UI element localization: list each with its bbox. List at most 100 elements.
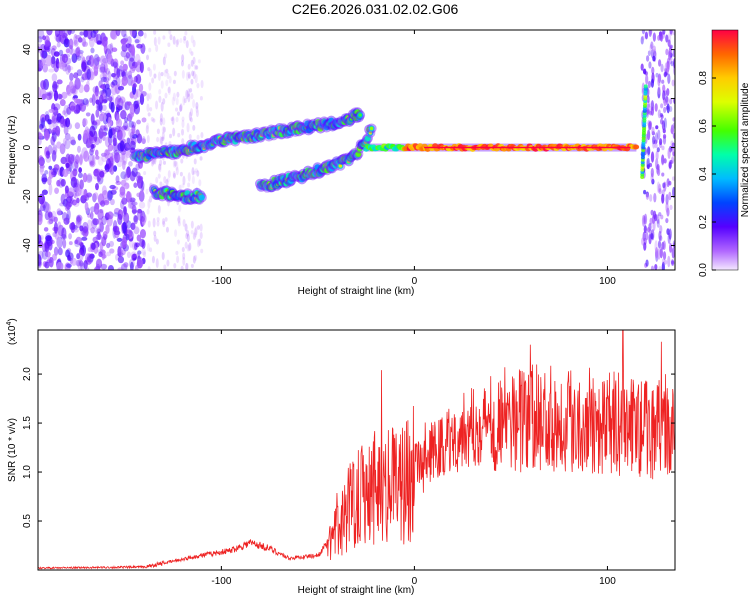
spectrogram-cell [134,53,141,66]
spectrogram-cell [67,122,73,130]
spectrogram-cell [195,109,199,118]
spectrogram-cell [129,140,136,151]
spectrogram-cell [46,30,53,36]
spectrogram-cell [121,197,128,205]
spectrogram-cell [654,103,658,112]
spectrogram-cell [168,75,172,84]
spectrogram-cell [657,87,661,99]
spectrogram-cell [125,137,132,149]
spectrogram-cell [190,78,194,85]
spectrogram-cell [652,55,656,62]
spectrogram-cell [148,92,152,100]
spectrogram-cell [175,161,179,171]
spectrogram-cell [162,160,166,165]
spectrogram-cell [654,143,658,149]
spectrogram-cell [163,176,167,184]
spectrogram-cell [53,81,60,90]
spectrogram-cell [137,250,142,255]
spectrogram-cell [657,129,661,140]
y-tick-label: 20 [22,93,33,105]
spectrogram-cell [147,220,151,228]
spectrogram-cell [194,254,198,261]
spectrogram-cell [93,192,99,200]
spectrogram-cell [157,173,161,179]
spectrogram-cell [109,248,115,254]
spectrogram-cell [41,189,48,196]
spectrogram-cell [96,40,102,45]
spectrogram-cell [72,161,79,172]
spectrogram-cell [131,204,137,215]
colorbar-frame [711,29,739,271]
spectrogram-cell [181,116,185,122]
spectrogram-cell [100,263,108,270]
spectrogram-cell [83,188,88,200]
spectrogram-cell [657,248,661,260]
spectrogram-cell [172,35,176,45]
spectrogram-cell [134,39,140,44]
spectrogram-cell [48,168,54,179]
spectrogram-cell [65,162,70,169]
spectrogram-cell [147,67,151,72]
spectrogram-cell [130,222,136,231]
spectrogram-cell [198,238,202,247]
spectrogram-cell [192,255,196,264]
spectrogram-cell [662,134,667,139]
spectrogram-cell [672,132,675,139]
spectrogram-cell [126,150,131,156]
spectrogram-cell [107,70,112,81]
spectrogram-cell [122,63,128,72]
spectrogram-cell [86,137,92,148]
spectrogram-cell [111,79,118,86]
spectrogram-cell [193,64,197,70]
spectrogram-cell [161,131,165,140]
spectrogram-cell [156,136,160,143]
spectrogram-cell [63,53,71,59]
spectrogram-cell [89,211,94,220]
spectrogram-cell [38,137,42,146]
spectrogram-cell [167,86,171,95]
spectrogram-cell [173,262,177,269]
spectrogram-cell [73,39,79,47]
spectrogram-cell [121,125,128,131]
spectrogram-cell [671,176,675,181]
spectrogram-cell [172,160,176,168]
spectrogram-cell [176,38,180,45]
spectrogram-cell [78,247,85,256]
spectrogram-cell [649,44,653,52]
spectrogram-cell [661,193,665,204]
spectrogram-cell [126,101,132,106]
spectrogram-cell [85,174,93,184]
spectrogram-cell [648,30,652,37]
spectrogram-cell [155,100,159,110]
spectrogram-cell [57,247,63,256]
spectrogram-cell [669,30,674,36]
spectrogram-cell [75,214,83,222]
spectrogram-cell [662,128,666,134]
spectrogram-cell [78,154,83,166]
spectrogram-cell [178,184,182,191]
spectrogram-cell [200,79,204,89]
spectrogram-cell [78,167,83,173]
spectrogram-cell [76,216,82,225]
spectrogram-cell [112,73,120,79]
colorbar-label: Normalized spectral amplitude [740,82,750,217]
spectrogram-cell [167,42,171,47]
spectrogram-cell [84,193,90,199]
spectrogram-cell [67,254,71,261]
spectrogram-cell [647,146,651,155]
spectrogram-cell [190,93,194,100]
spectrogram-cell [183,38,187,44]
spectrogram-cell [86,173,93,182]
colorbar-tick-label: 0.0 [698,263,709,277]
spectrogram-cell [643,225,647,234]
spectrogram-cell [171,96,175,106]
spectrogram-cell [121,76,128,86]
spectrogram-cell [64,132,71,141]
spectrogram-cell [369,126,374,131]
spectrogram-cell [63,217,70,225]
spectrogram-cell [195,105,199,113]
spectrogram-cell [134,35,142,46]
spectrogram-cell [176,239,180,245]
spectrogram-cell [200,131,204,139]
spectrogram-cell [45,235,52,242]
